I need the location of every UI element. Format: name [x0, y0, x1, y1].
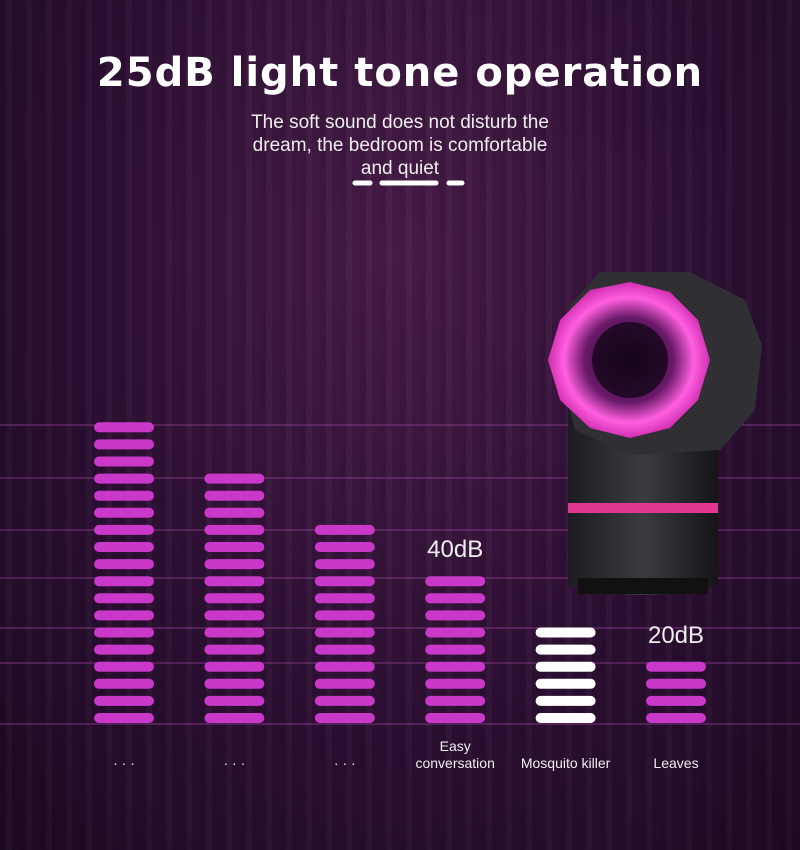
bar-segment	[535, 695, 596, 706]
value-label: 20dB	[647, 621, 705, 649]
bar-segment	[314, 524, 375, 535]
bar-segment	[314, 542, 375, 552]
bar-segment	[204, 490, 265, 501]
bar-segment	[94, 439, 154, 450]
bar-segment	[535, 644, 596, 655]
bar-segment	[94, 627, 154, 638]
bar-segment	[94, 713, 154, 723]
title: 25dB light tone operation	[96, 50, 704, 96]
bar-segment	[314, 695, 375, 706]
bar-segment	[94, 678, 154, 689]
bar-segment	[94, 473, 154, 484]
bar-segment	[646, 678, 706, 689]
bar-segment	[204, 713, 265, 723]
bar-segment	[314, 627, 375, 638]
bar-segment	[204, 644, 265, 655]
bar-segment	[425, 661, 486, 672]
bar-segment	[314, 678, 375, 689]
bar-segment	[314, 559, 375, 570]
bar-segment	[646, 713, 706, 723]
bar-segment	[94, 661, 154, 672]
x-tick-label: · · ·	[223, 755, 246, 771]
bar-segment	[204, 524, 265, 535]
bar-segment	[94, 456, 154, 467]
bar-segment	[314, 644, 375, 655]
bar-segment	[425, 627, 486, 638]
bar-segment	[94, 644, 154, 655]
bar-segment	[646, 661, 706, 672]
bar-segment	[94, 559, 154, 570]
bar-segment	[425, 678, 486, 689]
bar-segment	[314, 576, 375, 587]
bar-segment	[204, 610, 265, 621]
bar-segment	[94, 542, 154, 552]
bar-segment	[535, 661, 596, 672]
bar-segment	[94, 524, 154, 535]
bar-segment	[314, 610, 375, 621]
bar-segment	[204, 627, 265, 638]
x-tick-label: Leaves	[653, 755, 699, 771]
bar-segment	[94, 610, 154, 621]
bar-segment	[94, 576, 154, 587]
bar	[94, 422, 154, 723]
bar	[646, 661, 706, 723]
bar-segment	[314, 713, 375, 723]
bar-segment	[535, 713, 596, 723]
bar-segment	[314, 661, 375, 672]
subtitle: The soft sound does not disturb the drea…	[251, 112, 549, 179]
bar-segment	[646, 695, 706, 706]
bar-segment	[204, 576, 265, 587]
bar-segment	[535, 678, 596, 689]
bar-segment	[425, 593, 486, 604]
bar-segment	[94, 695, 154, 706]
bar-segment	[204, 507, 265, 518]
bar-segment	[425, 644, 486, 655]
bar-segment	[425, 695, 486, 706]
value-label: 40dB	[427, 536, 484, 564]
bar-segment	[94, 422, 154, 433]
bar	[425, 576, 486, 723]
bar	[314, 524, 375, 723]
bar-segment	[425, 713, 486, 723]
bar-segment	[204, 695, 265, 706]
product-image	[548, 272, 762, 595]
bar-segment	[314, 593, 375, 604]
bar-segment	[204, 473, 265, 484]
bar-segment	[204, 593, 265, 604]
bar	[535, 627, 596, 723]
bar-segment	[535, 627, 596, 638]
x-tick-label: Easy conversation	[415, 738, 495, 771]
x-tick-label: · · ·	[113, 755, 135, 771]
bar-segment	[204, 559, 265, 570]
bar-segment	[94, 490, 154, 501]
bar	[204, 473, 265, 723]
bar-segment	[204, 678, 265, 689]
bar-segment	[204, 542, 265, 552]
bar-segment	[425, 576, 486, 587]
x-tick-label: · · ·	[333, 755, 356, 771]
bar-segment	[425, 610, 486, 621]
bar-segment	[94, 507, 154, 518]
bar-segment	[94, 593, 154, 604]
bar-segment	[204, 661, 265, 672]
x-tick-label: Mosquito killer	[520, 755, 611, 771]
